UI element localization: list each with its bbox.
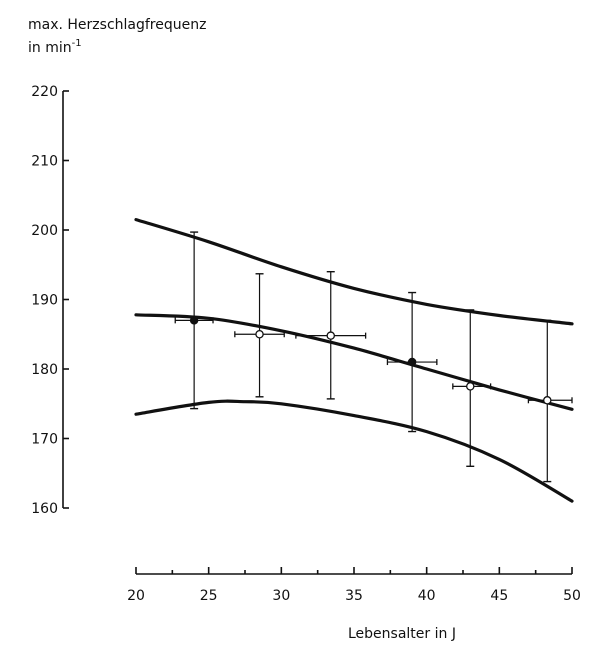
x-tick-label: 20 [127,588,145,604]
upper-band-curve [134,218,574,326]
data-point-group [234,273,285,398]
y-axis-label-line2: in min-1 [28,38,82,56]
y-axis: 160 170 180 190 200 210 220 [31,84,69,517]
x-axis-label: Lebensalter in J [348,626,456,642]
x-tick-label: 35 [345,588,363,604]
x-tick-label: 45 [490,588,508,604]
y-axis-label-line1: max. Herzschlagfrequenz [28,17,206,33]
x-tick-label: 30 [272,588,290,604]
y-tick-label: 160 [31,501,58,517]
open-point-marker [466,382,475,391]
x-tick-label: 50 [563,588,581,604]
open-point-marker [543,396,552,405]
data-point-group [527,319,573,483]
data-points [174,231,573,483]
data-point-group [386,291,438,433]
x-axis: 20 25 30 35 40 45 50 [127,567,581,604]
y-tick-label: 210 [31,154,58,170]
lower-band-curve [134,399,574,503]
data-point-group [174,231,214,410]
regression-curve [134,313,574,411]
y-tick-label: 190 [31,293,58,309]
x-tick-label: 25 [200,588,218,604]
y-axis-label-unit: in min [28,40,72,56]
data-point-group [452,309,492,467]
open-point-marker [255,329,264,339]
y-axis-label-exponent: -1 [72,38,82,49]
open-point-marker [326,331,335,340]
data-point-group [295,271,367,400]
filled-point-marker [189,316,199,325]
y-tick-label: 220 [31,84,58,100]
x-tick-label: 40 [418,588,436,604]
y-tick-label: 200 [31,223,58,239]
y-tick-label: 170 [31,432,58,448]
filled-point-marker [407,357,417,367]
y-tick-label: 180 [31,362,58,378]
band-curves [134,218,574,503]
